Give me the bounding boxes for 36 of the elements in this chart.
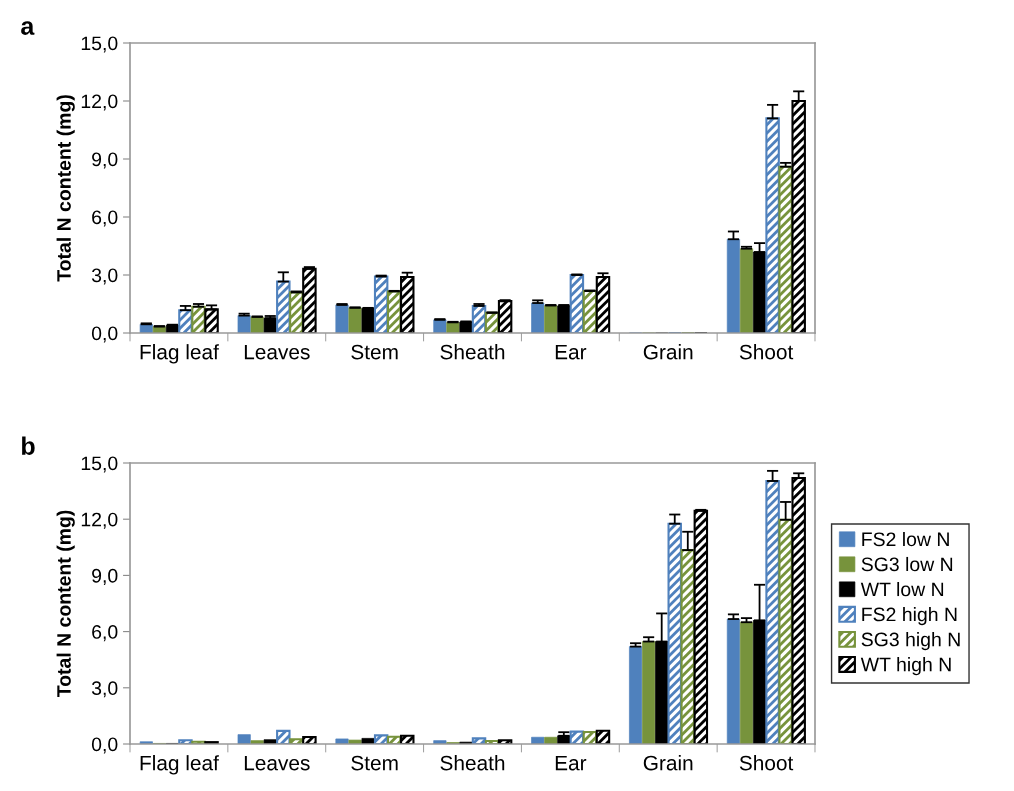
x-tick-label: Ear (555, 344, 587, 360)
legend-label: WT high N (860, 657, 951, 676)
x-tick-label: Flag leaf (140, 755, 219, 775)
legend-label: FS2 low N (862, 531, 949, 547)
chart-title: b (22, 436, 35, 455)
y-tick-label: 6,0 (92, 210, 118, 227)
y-tick-label: 15,0 (81, 36, 118, 53)
x-tick-label: Flag leaf (140, 344, 219, 364)
y-tick-label: 15,0 (81, 456, 118, 473)
x-tick-label: Shoot (739, 755, 794, 771)
legend-label: FS2 high N (862, 607, 957, 626)
x-tick-label: Sheath (440, 344, 505, 360)
y-axis-title: Total N content (mg) (56, 510, 75, 698)
x-tick-label: Stem (351, 344, 398, 360)
x-tick-label: Stem (351, 755, 398, 771)
x-tick-label: Grain (643, 344, 693, 360)
legend-label: SG3 low N (861, 556, 953, 572)
x-tick-label: Leaves (244, 344, 310, 360)
y-axis-title: Total N content (mg) (56, 95, 75, 282)
legend-label: WT low N (860, 581, 944, 597)
y-tick-label: 3,0 (91, 268, 118, 285)
x-tick-label: Grain (643, 755, 693, 771)
y-tick-label: 0,0 (91, 737, 118, 754)
y-tick-label: 9,0 (92, 152, 118, 169)
x-tick-label: Shoot (739, 344, 794, 360)
chart-title: a (21, 21, 35, 35)
x-tick-label: Leaves (244, 755, 310, 771)
y-tick-label: 0,0 (91, 326, 118, 343)
y-tick-label: 12,0 (81, 512, 118, 529)
x-tick-label: Ear (555, 755, 587, 771)
y-tick-label: 6,0 (92, 625, 118, 642)
y-tick-label: 9,0 (92, 568, 118, 585)
x-tick-label: Sheath (440, 755, 505, 771)
y-tick-label: 12,0 (81, 94, 118, 111)
legend-label: SG3 high N (861, 632, 960, 651)
y-tick-label: 3,0 (91, 681, 118, 698)
